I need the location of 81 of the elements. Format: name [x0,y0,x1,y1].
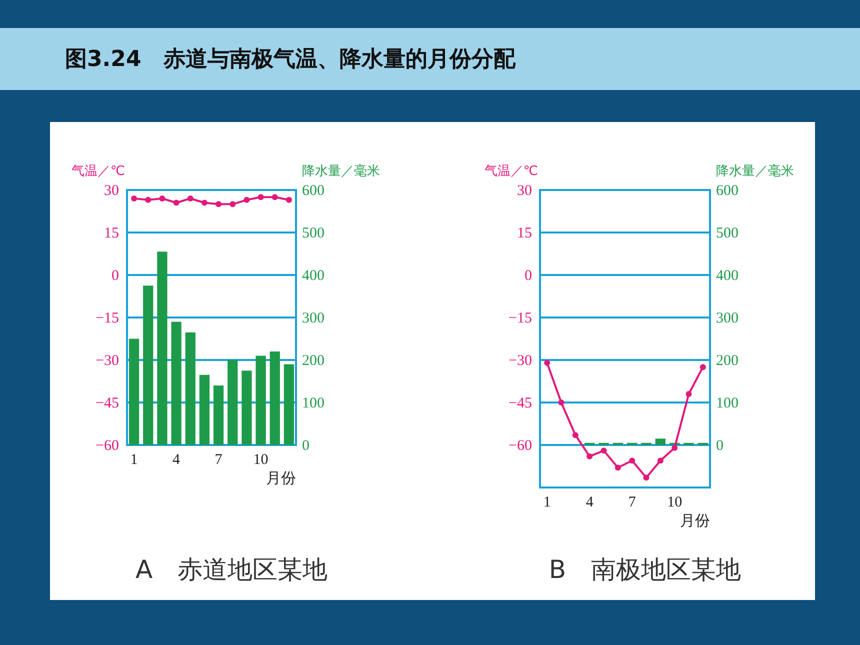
y2-tick-label: 100 [302,396,324,412]
point [700,364,706,370]
y-tick-label: 15 [517,226,532,242]
point [643,474,650,481]
text: B 南极地区某地 [548,555,742,584]
y2-axis-title: 降水量／毫米 [302,163,380,179]
y2-tick-label: 300 [302,310,324,326]
x-tick-label: 4 [586,494,594,510]
y-tick-label: 30 [517,183,532,199]
y2-tick-label: 600 [716,183,738,199]
y-tick-label: 15 [104,226,119,242]
point [686,391,692,397]
y2-tick-label: 400 [716,268,738,284]
y-tick-label: −60 [508,438,532,454]
bar [256,356,266,445]
bar [242,370,252,445]
point [244,196,250,203]
point [201,200,208,206]
x-axis-title: 月份 [266,469,296,487]
y2-tick-label: 500 [716,226,738,242]
y2-tick-label: 100 [716,396,738,412]
y2-axis-title: 降水量／毫米 [716,163,794,179]
point [572,432,578,438]
y2-tick-label: 500 [302,226,324,242]
x-tick-label: 10 [253,452,268,468]
x-tick-label: 4 [172,452,181,468]
point [657,458,664,464]
bar [270,352,280,445]
y2-tick-label: 400 [302,268,324,284]
x-tick-label: 1 [130,452,138,468]
bar [157,252,168,445]
y-tick-label: −60 [96,438,119,454]
y2-tick-label: 200 [302,353,324,369]
bar [185,332,196,445]
y2-tick-label: 300 [716,310,738,326]
bar [213,386,224,445]
x-tick-label: 7 [214,452,223,468]
y2-tick-label: 200 [716,353,738,369]
point [544,360,550,366]
bar [171,322,182,445]
y-tick-label: −45 [96,396,119,412]
y-axis-title: 气温／℃ [484,164,538,179]
point [600,448,607,454]
x-tick-label: 10 [667,494,682,510]
x-axis-title: 月份 [680,512,710,530]
bar [143,286,154,445]
text: A 赤道地区某地 [135,555,328,584]
y-axis-title: 气温／℃ [71,164,125,179]
point [629,458,636,464]
point [586,453,593,460]
point [272,194,278,200]
x-tick-label: 1 [543,494,551,510]
y-tick-label: −15 [508,310,532,326]
point [216,201,222,208]
y2-tick-label: 0 [716,438,724,454]
bar [128,338,140,445]
point [558,400,564,406]
y-tick-label: −30 [96,353,119,369]
point [230,201,236,208]
y-tick-label: 30 [104,183,119,199]
y-tick-label: −15 [96,310,119,326]
bar [228,360,238,445]
y-tick-label: −30 [508,353,532,369]
point [145,196,152,203]
point [159,196,166,202]
x-tick-label: 7 [628,494,636,510]
point [672,444,678,451]
y-tick-label: 0 [112,268,119,284]
y2-tick-label: 600 [302,183,324,199]
point [187,196,194,202]
bar [199,374,210,445]
y-tick-label: 0 [524,268,532,284]
point [258,194,264,200]
point [614,464,621,471]
y-tick-label: −45 [508,396,532,412]
point [173,200,180,206]
caption: 图3.24 赤道与南极气温、降水量的月份分配 [65,47,516,72]
point [286,196,292,203]
y2-tick-label: 0 [302,438,310,454]
bar [284,364,294,445]
point [131,196,138,202]
